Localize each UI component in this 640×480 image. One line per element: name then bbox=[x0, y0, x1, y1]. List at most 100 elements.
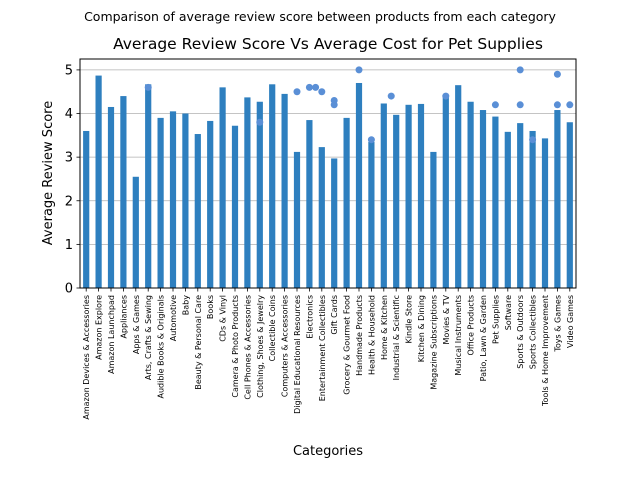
x-tick-label: Apps & Games bbox=[132, 295, 141, 354]
x-tick-label: Amazon Launchpad bbox=[107, 295, 116, 374]
bar-14 bbox=[256, 101, 263, 288]
scatter-point-3 bbox=[305, 83, 313, 91]
bar-9 bbox=[194, 134, 201, 288]
x-tick-label: Appliances bbox=[119, 295, 128, 339]
bar-28 bbox=[430, 151, 437, 288]
x-tick-label: Health & Household bbox=[367, 295, 376, 375]
x-tick-label: Electronics bbox=[305, 295, 314, 339]
scatter-point-13 bbox=[516, 101, 524, 109]
plot-area-frame bbox=[79, 58, 577, 289]
x-tick-label: Office Products bbox=[467, 295, 476, 355]
scatter-point-1 bbox=[256, 118, 264, 126]
bar-20 bbox=[331, 158, 338, 288]
x-tick-label: Video Games bbox=[566, 295, 575, 348]
x-axis-ticks: Amazon Devices & Accessories Amazon Explo… bbox=[82, 288, 575, 420]
scatter-point-17 bbox=[553, 70, 561, 78]
x-tick-label: Baby bbox=[181, 295, 190, 315]
scatter-point-14 bbox=[516, 66, 524, 74]
bar-1 bbox=[95, 75, 102, 288]
bar-2 bbox=[107, 106, 115, 288]
bar-18 bbox=[306, 120, 313, 288]
x-tick-label: Movies & TV bbox=[442, 294, 451, 344]
bar-24 bbox=[380, 103, 387, 289]
x-tick-label: Audible Books & Originals bbox=[157, 295, 166, 398]
x-tick-label: Tools & Home Improvement bbox=[541, 295, 550, 407]
bar-35 bbox=[517, 123, 524, 289]
y-tick-label: 4 bbox=[65, 107, 73, 122]
bar-36 bbox=[529, 130, 536, 288]
x-tick-label: Digital Educational Resources bbox=[293, 295, 302, 414]
y-axis-label: Average Review Score bbox=[41, 101, 56, 245]
bar-34 bbox=[504, 131, 511, 288]
x-tick-label: Gift Cards bbox=[330, 295, 339, 335]
bar-26 bbox=[405, 104, 412, 288]
x-tick-label: Arts, Crafts & Sewing bbox=[144, 295, 153, 380]
bar-39 bbox=[566, 122, 573, 288]
scatter-point-7 bbox=[330, 101, 338, 109]
bar-7 bbox=[169, 111, 177, 288]
scatter-series bbox=[144, 66, 574, 144]
bar-27 bbox=[417, 103, 425, 289]
x-tick-label: Beauty & Personal Care bbox=[194, 295, 203, 390]
x-tick-label: Patio, Lawn & Garden bbox=[479, 295, 488, 381]
x-tick-label: Kitchen & Dining bbox=[417, 295, 426, 362]
scatter-point-12 bbox=[491, 101, 499, 109]
bar-17 bbox=[293, 151, 301, 288]
x-tick-label: Automotive bbox=[169, 295, 178, 341]
x-tick-label: Camera & Photo Products bbox=[231, 295, 240, 398]
scatter-point-2 bbox=[293, 88, 301, 96]
bar-29 bbox=[442, 96, 449, 288]
x-tick-label: Grocery & Gourmet Food bbox=[343, 295, 352, 395]
x-tick-label: Cell Phones & Accessories bbox=[243, 295, 252, 400]
x-tick-label: Sports Collectibles bbox=[529, 295, 538, 369]
bar-10 bbox=[207, 120, 214, 288]
x-tick-label: CDs & Vinyl bbox=[219, 295, 228, 342]
y-tick-label: 1 bbox=[65, 238, 73, 253]
bar-3 bbox=[120, 96, 127, 288]
x-tick-label: Toys & Games bbox=[553, 295, 562, 353]
x-tick-label: Handmade Products bbox=[355, 295, 364, 376]
bar-31 bbox=[467, 101, 474, 288]
x-tick-label: Sports & Outdoors bbox=[516, 295, 525, 369]
y-tick-label: 2 bbox=[65, 194, 73, 209]
x-tick-label: Pet Supplies bbox=[491, 295, 500, 344]
bar-0 bbox=[83, 130, 90, 288]
bar-25 bbox=[393, 114, 400, 288]
x-tick-label: Clothing, Shoes & Jewelry bbox=[256, 295, 265, 398]
chart-title: Average Review Score Vs Average Cost for… bbox=[113, 35, 543, 53]
y-tick-label: 3 bbox=[65, 151, 73, 166]
bar-30 bbox=[455, 85, 462, 289]
y-tick-label: 0 bbox=[65, 282, 73, 297]
x-tick-label: Software bbox=[504, 295, 513, 330]
y-tick-label: 5 bbox=[65, 63, 73, 78]
scatter-point-18 bbox=[566, 101, 574, 109]
bar-21 bbox=[343, 117, 350, 288]
bar-16 bbox=[281, 93, 288, 289]
scatter-point-11 bbox=[442, 92, 450, 100]
bar-32 bbox=[479, 110, 487, 288]
scatter-point-9 bbox=[367, 136, 375, 144]
y-axis-ticks: 0 1 2 3 4 5 bbox=[65, 63, 80, 297]
bar-13 bbox=[244, 97, 251, 288]
bar-4 bbox=[132, 176, 139, 288]
bar-12 bbox=[231, 125, 239, 288]
x-tick-label: Books bbox=[206, 295, 215, 319]
scatter-point-15 bbox=[529, 136, 537, 144]
scatter-point-8 bbox=[355, 66, 363, 74]
x-tick-label: Home & Kitchen bbox=[380, 295, 389, 360]
x-tick-label: Musical Instruments bbox=[454, 295, 463, 376]
scatter-point-0 bbox=[144, 83, 152, 91]
x-tick-label: Collectible Coins bbox=[268, 295, 277, 361]
bar-6 bbox=[157, 117, 164, 288]
scatter-point-4 bbox=[312, 83, 320, 91]
x-tick-label: Amazon Devices & Accessories bbox=[82, 295, 91, 420]
x-tick-label: Entertainment Collectibles bbox=[318, 295, 327, 401]
x-tick-label: Amazon Explore bbox=[95, 295, 104, 360]
bar-15 bbox=[269, 84, 276, 289]
bar-33 bbox=[492, 116, 499, 288]
x-tick-label: Industrial & Scientific bbox=[392, 295, 401, 380]
bar-38 bbox=[554, 110, 561, 288]
bar-22 bbox=[355, 82, 363, 288]
bar-8 bbox=[182, 113, 189, 289]
